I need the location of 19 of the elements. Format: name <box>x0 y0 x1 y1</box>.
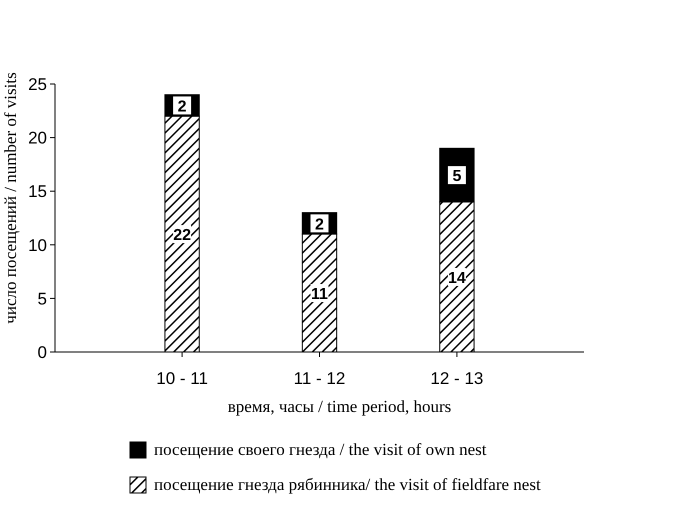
legend-label: посещение гнезда рябинника/ the visit of fieldfare nest <box>154 475 541 494</box>
data-label: 11 <box>311 286 328 304</box>
legend-label: посещение своего гнезда / the visit of own nest <box>154 440 487 459</box>
y-axis-title: число посещений / number of visits <box>1 72 20 324</box>
data-label: 14 <box>448 270 466 287</box>
data-label: 2 <box>178 98 187 116</box>
x-tick-label: 12 - 13 <box>430 369 484 388</box>
y-tick-label: 15 <box>28 182 47 202</box>
data-label: 5 <box>452 168 462 186</box>
y-tick-label: 20 <box>28 128 47 148</box>
x-tick-label: 11 - 12 <box>294 369 346 388</box>
x-tick-label: 10 - 11 <box>156 369 208 388</box>
y-tick-label: 5 <box>38 289 47 308</box>
y-tick-label: 0 <box>38 343 47 362</box>
x-axis-title: время, часы / time period, hours <box>228 397 452 416</box>
data-label: 2 <box>315 216 324 234</box>
y-tick-label: 10 <box>28 236 47 255</box>
y-tick-label: 25 <box>28 75 47 94</box>
data-label: 22 <box>173 227 192 244</box>
